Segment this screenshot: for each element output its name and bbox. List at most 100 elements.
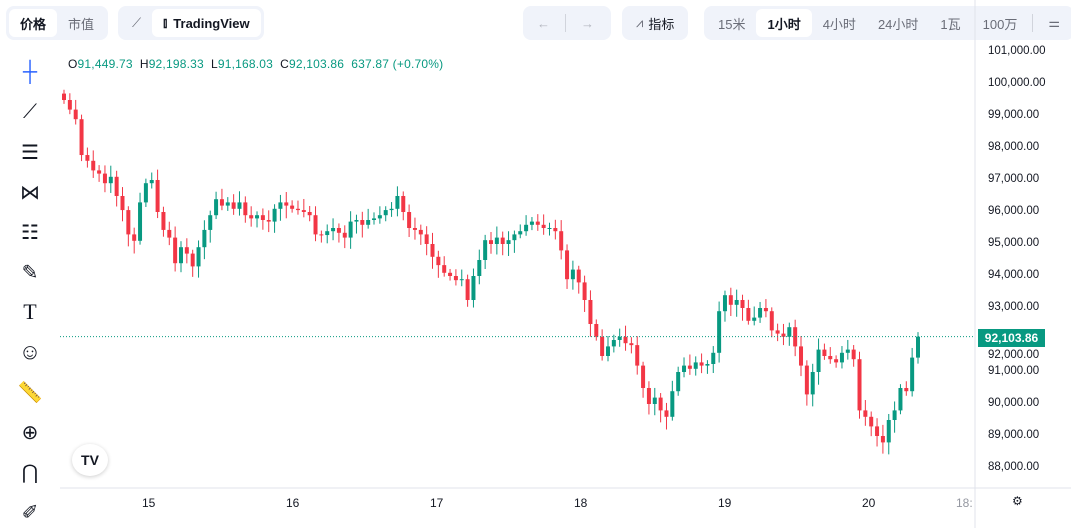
trendline-icon: ⟋ (23, 100, 37, 123)
candle-up (670, 391, 675, 417)
candle-down (600, 336, 605, 356)
candle-down (336, 228, 341, 233)
candle-down (190, 253, 195, 267)
candle-up (178, 247, 183, 264)
time-tick-label: 17 (430, 496, 444, 510)
candle-up (383, 210, 388, 216)
indicators-button[interactable]: ⩘ 指标 (625, 9, 685, 37)
candle-down (646, 388, 651, 404)
projection-icon: ☷ (21, 221, 39, 244)
interval-15m[interactable]: 15米 (718, 16, 746, 32)
magnet-tool[interactable]: ⋂ (0, 452, 60, 492)
interval-24h[interactable]: 24小时 (877, 16, 919, 32)
candle-down (541, 224, 546, 228)
candle-down (576, 269, 581, 283)
candle-down (132, 234, 137, 241)
zoom-tool[interactable]: ⊕ (0, 412, 60, 452)
candle-down (401, 196, 406, 212)
indicators-label: 指标 (648, 16, 675, 32)
candle-down (641, 365, 646, 388)
price-tick-label: 91,000.00 (988, 365, 1040, 377)
candle-down (319, 234, 324, 236)
crosshair-tool[interactable]: ┼ (0, 52, 60, 92)
candle-down (313, 215, 318, 235)
interval-1w[interactable]: 1瓦 (940, 16, 961, 32)
candle-up (605, 346, 610, 356)
candle-down (97, 170, 102, 174)
candle-up (506, 240, 511, 244)
candle-up (138, 202, 143, 241)
lock-drawing-tool[interactable]: ✐ (0, 492, 60, 532)
candle-down (880, 436, 885, 443)
candle-up (892, 410, 897, 420)
candle-down (565, 250, 570, 280)
candle-down (295, 208, 300, 211)
candle-up (682, 365, 687, 372)
candle-down (834, 359, 839, 363)
price-mode-toggle: 价格 市值 (6, 6, 109, 40)
trendline-tool[interactable]: ⟋ (0, 92, 60, 132)
candle-up (331, 228, 336, 232)
candlestick-icon: ⫾ (163, 15, 168, 30)
price-tick-label: 93,000.00 (988, 301, 1040, 313)
interval-1h[interactable]: 1小时 (756, 9, 812, 37)
close-label: C (280, 57, 289, 71)
candle-down (851, 349, 856, 360)
candle-up (693, 362, 698, 369)
tradingview-button[interactable]: ⫾ TradingView (152, 9, 261, 37)
candle-down (301, 210, 306, 212)
candle-down (424, 234, 429, 244)
price-tick-label: 97,000.00 (988, 173, 1040, 185)
candle-up (389, 208, 394, 211)
fib-tool[interactable]: ☰ (0, 132, 60, 172)
interval-1m[interactable]: 100万 (982, 16, 1018, 32)
price-tab[interactable]: 价格 (9, 9, 58, 37)
candle-down (430, 244, 435, 257)
chart-type-toggle: ⟋ ⫾ TradingView (118, 6, 264, 40)
tradingview-logo[interactable]: TV (72, 444, 108, 476)
candle-up (366, 220, 371, 225)
market-cap-tab[interactable]: 市值 (68, 16, 95, 32)
candle-up (459, 279, 464, 281)
brush-tool[interactable]: ✎ (0, 252, 60, 292)
candle-down (863, 410, 868, 417)
time-tick-label: 18: (956, 496, 973, 510)
candle-down (453, 276, 458, 281)
redo-button[interactable]: → (581, 15, 594, 31)
candle-down (266, 220, 271, 222)
settings-button[interactable]: ⚌ (1037, 9, 1071, 37)
candle-up (143, 183, 148, 203)
candle-down (260, 215, 265, 220)
price-tick-label: 89,000.00 (988, 429, 1040, 441)
candle-up (845, 349, 850, 353)
candle-down (875, 426, 880, 436)
interval-4h[interactable]: 4小时 (822, 16, 856, 32)
candle-up (722, 295, 727, 312)
pattern-tool[interactable]: ⋈ (0, 172, 60, 212)
emoji-tool[interactable]: ☺ (0, 332, 60, 372)
candle-down (407, 212, 412, 228)
candle-up (348, 221, 353, 238)
undo-button[interactable]: ← (537, 15, 550, 31)
candle-up (225, 202, 230, 206)
candle-up (711, 352, 716, 364)
ruler-tool[interactable]: 📏 (0, 372, 60, 412)
candle-down (290, 205, 295, 209)
line-chart-button[interactable]: ⟋ (121, 9, 152, 37)
chart-settings-icon[interactable]: ⚙ (1012, 494, 1023, 508)
candle-down (687, 365, 692, 369)
candle-down (582, 282, 587, 300)
text-tool[interactable]: T (0, 292, 60, 332)
candle-down (553, 228, 558, 232)
candle-down (500, 237, 505, 244)
candle-down (629, 343, 634, 346)
candle-down (699, 362, 704, 366)
candle-down (623, 336, 628, 344)
candle-down (249, 215, 254, 219)
candle-up (547, 228, 552, 229)
candle-up (529, 221, 534, 225)
projection-tool[interactable]: ☷ (0, 212, 60, 252)
candle-down (219, 199, 224, 206)
change-value: 637.87 (+0.70%) (351, 57, 444, 71)
